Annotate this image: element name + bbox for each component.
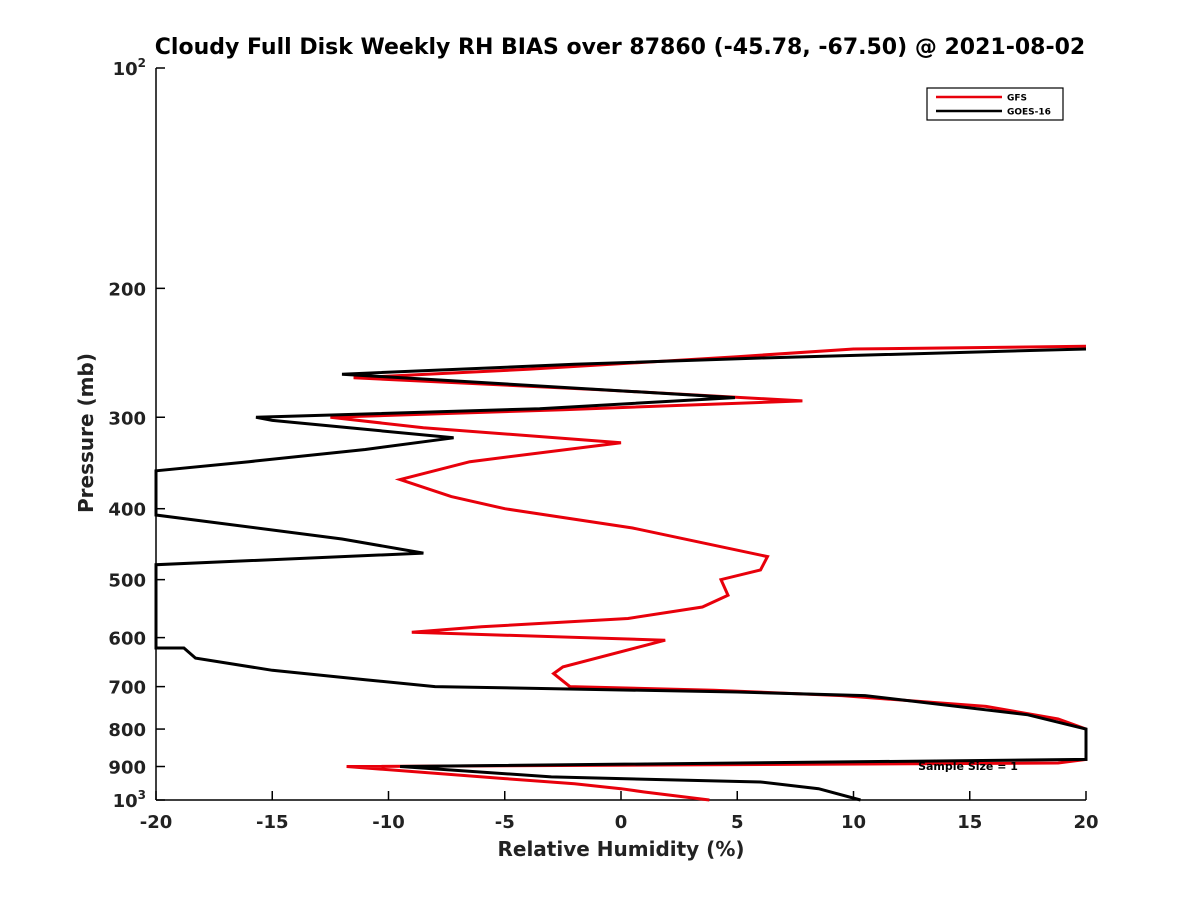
x-tick-label: -10 — [372, 812, 405, 833]
x-tick-label: 10 — [841, 812, 866, 833]
y-tick-label: 800 — [108, 720, 146, 741]
chart-title: Cloudy Full Disk Weekly RH BIAS over 878… — [155, 35, 1085, 60]
x-tick-label: 0 — [615, 812, 628, 833]
x-tick-label: 20 — [1073, 812, 1098, 833]
series-line-goes-16 — [154, 347, 1088, 802]
x-axis-label: Relative Humidity (%) — [497, 837, 744, 861]
y-axis-label: Pressure (mb) — [74, 353, 98, 513]
y-tick-label: 300 — [108, 408, 146, 429]
y-tick-label: 900 — [108, 758, 146, 779]
legend-label-goes-16: GOES-16 — [1007, 108, 1051, 118]
plot-area: -20 -15 -10 -5 0 5 10 15 20 102 200 300 400 500 600 700… — [108, 56, 1098, 833]
y-tick-label: 500 — [108, 571, 146, 592]
y-tick-label: 103 — [113, 788, 146, 812]
legend: GFS GOES-16 — [926, 87, 1064, 121]
legend-label-gfs: GFS — [1007, 94, 1027, 104]
x-tick-label: -20 — [140, 812, 173, 833]
y-tick-label: 200 — [108, 279, 146, 300]
x-tick-label: 5 — [731, 812, 744, 833]
sample-size-annotation: Sample Size = 1 — [918, 760, 1018, 773]
y-tick-label: 600 — [108, 629, 146, 650]
y-tick-label: 400 — [108, 500, 146, 521]
x-tick-label: -5 — [495, 812, 515, 833]
y-tick-label: 102 — [113, 56, 146, 80]
y-tick-label: 700 — [108, 678, 146, 699]
x-tick-label: -15 — [256, 812, 289, 833]
legend-box — [926, 87, 1064, 121]
x-tick-label: 15 — [957, 812, 982, 833]
